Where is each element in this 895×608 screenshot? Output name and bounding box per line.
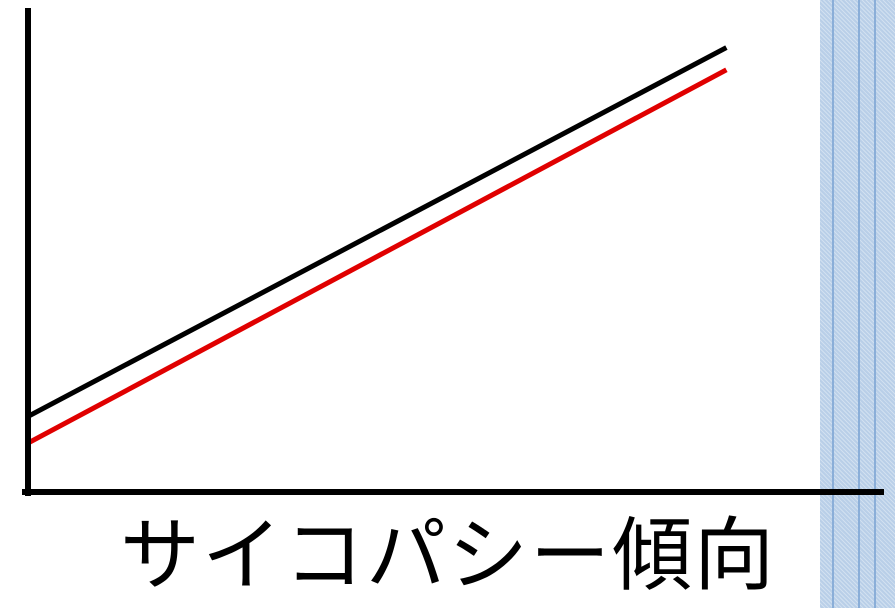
series-line-1 (26, 45, 728, 419)
series-line-2 (26, 67, 728, 446)
x-axis-label: サイコパシー傾向 (120, 509, 776, 602)
decorative-side-stripe (820, 0, 895, 608)
stripe-line (858, 0, 860, 608)
stripe-line (832, 0, 834, 608)
series-layer (26, 45, 728, 446)
stripe-line (874, 0, 876, 608)
